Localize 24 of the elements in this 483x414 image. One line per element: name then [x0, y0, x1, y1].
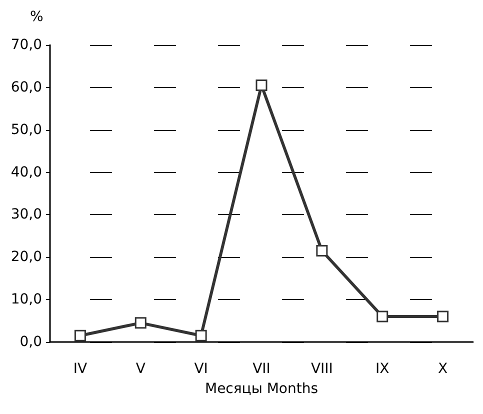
point	[74, 330, 86, 342]
y-tick-label: 0,0	[20, 334, 42, 350]
y-tick-label: 50,0	[10, 122, 42, 138]
point	[437, 310, 449, 322]
y-tick-label: 70,0	[10, 37, 42, 53]
x-tick-label: X	[438, 361, 448, 377]
x-tick-label: IV	[73, 361, 88, 377]
y-tick-label: 10,0	[10, 292, 42, 308]
point	[195, 330, 207, 342]
x-tick-label: V	[136, 361, 146, 377]
x-tick-label: VIII	[310, 361, 333, 377]
y-tick-label: 20,0	[10, 249, 42, 266]
point	[134, 317, 146, 329]
y-axis-title: %	[30, 9, 44, 25]
x-tick-label: IX	[375, 361, 390, 377]
y-tick-label: 30,0	[10, 206, 42, 223]
x-tick-label: VI	[194, 361, 208, 377]
point	[256, 80, 268, 92]
point	[316, 245, 328, 257]
y-tick-label: 40,0	[10, 164, 42, 180]
point	[376, 310, 388, 322]
y-tick-label: 60,0	[10, 79, 42, 96]
x-axis-title: Месяцы Months	[204, 381, 318, 397]
x-tick-label: VII	[252, 361, 270, 377]
